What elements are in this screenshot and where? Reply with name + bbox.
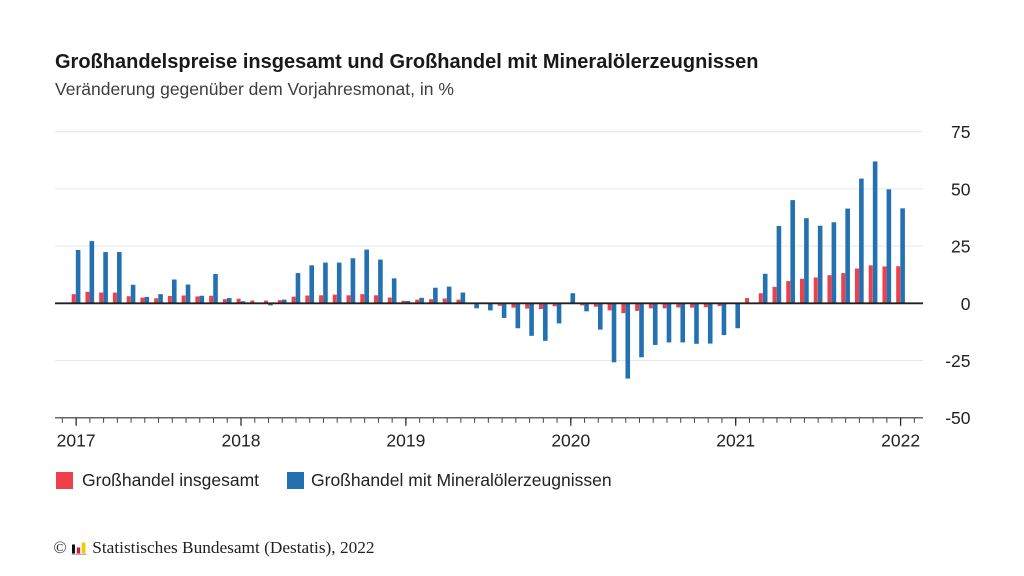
svg-text:-50: -50 — [945, 408, 971, 428]
svg-text:-25: -25 — [945, 351, 970, 371]
svg-text:2019: 2019 — [386, 431, 425, 451]
svg-text:2020: 2020 — [551, 431, 590, 451]
svg-text:0: 0 — [961, 294, 971, 314]
svg-text:2017: 2017 — [57, 431, 96, 451]
svg-text:2018: 2018 — [222, 431, 261, 451]
svg-text:2021: 2021 — [716, 431, 755, 451]
svg-text:2022: 2022 — [881, 431, 920, 451]
svg-text:75: 75 — [951, 122, 970, 142]
svg-text:50: 50 — [951, 179, 971, 199]
svg-text:25: 25 — [951, 237, 970, 257]
